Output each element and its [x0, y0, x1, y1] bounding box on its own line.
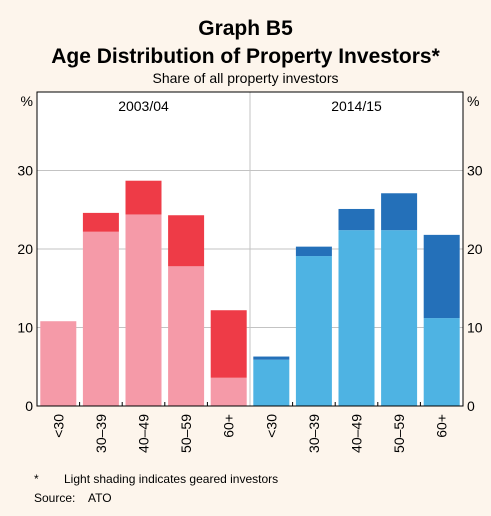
bar-chart: <30 30–39 40–49 50–59 60+ 2003/04 <30 30–39 40–4…: [17, 91, 483, 453]
chart-title: Graph B5: [198, 17, 293, 40]
source-label: Source:: [34, 491, 76, 505]
x-tick-label: 30–39: [93, 414, 109, 453]
chart-subtitle: Share of all property investors: [152, 70, 339, 86]
source-note: Source: ATO: [34, 491, 112, 505]
panel-label: 2014/15: [331, 98, 382, 114]
chart-subtitle-heading: Age Distribution of Property Investors*: [51, 45, 440, 68]
y-tick-label-right: 20: [467, 241, 483, 257]
bar-geared-2-1: [253, 359, 290, 406]
bar-ungeared-2-3: [338, 208, 375, 231]
x-tick-label: 60+: [221, 414, 237, 438]
bar-geared-2-5: [423, 318, 460, 406]
bar-geared-2-2: [295, 256, 332, 406]
x-tick-label: 60+: [434, 414, 450, 438]
footnote-mark: *: [34, 472, 39, 486]
bar-ungeared-2-4: [381, 193, 418, 231]
x-tick-label: 30–39: [306, 414, 322, 453]
bar-ungeared-1-2: [82, 212, 119, 232]
y-tick-label-left: 30: [17, 163, 33, 179]
source-text: ATO: [88, 491, 112, 505]
bar-ungeared-1-3: [125, 180, 162, 215]
x-tick-label: 50–59: [178, 414, 194, 453]
bar-ungeared-2-5: [423, 234, 460, 319]
bar-geared-1-1: [40, 321, 77, 406]
y-unit-right: %: [467, 93, 479, 109]
bar-geared-1-4: [168, 266, 205, 406]
y-tick-label-left: 10: [17, 320, 33, 336]
x-tick-label: 40–49: [136, 414, 152, 453]
bar-geared-1-3: [125, 214, 162, 406]
bar-geared-2-3: [338, 230, 375, 406]
bar-ungeared-2-2: [295, 246, 332, 257]
x-tick-label: <30: [263, 414, 279, 438]
bar-ungeared-1-5: [210, 310, 247, 378]
y-tick-label-right: 30: [467, 163, 483, 179]
plot-border: [36, 91, 464, 407]
y-tick-label-left: 20: [17, 241, 33, 257]
y-unit-left: %: [21, 93, 33, 109]
bar-geared-1-2: [82, 231, 119, 406]
y-tick-label-right: 0: [467, 398, 475, 414]
bar-geared-2-4: [381, 230, 418, 406]
bar-ungeared-1-4: [168, 215, 205, 267]
footnote-text: Light shading indicates geared investors: [64, 472, 279, 486]
y-tick-label-left: 0: [25, 398, 33, 414]
y-tick-label-right: 10: [467, 320, 483, 336]
x-tick-label: <30: [50, 414, 66, 438]
x-tick-label: 50–59: [391, 414, 407, 453]
panel-label: 2003/04: [118, 98, 169, 114]
footnote: * Light shading indicates geared investor…: [34, 472, 278, 486]
bar-geared-1-5: [210, 377, 247, 406]
x-tick-label: 40–49: [349, 414, 365, 453]
bar-ungeared-2-1: [253, 356, 290, 360]
